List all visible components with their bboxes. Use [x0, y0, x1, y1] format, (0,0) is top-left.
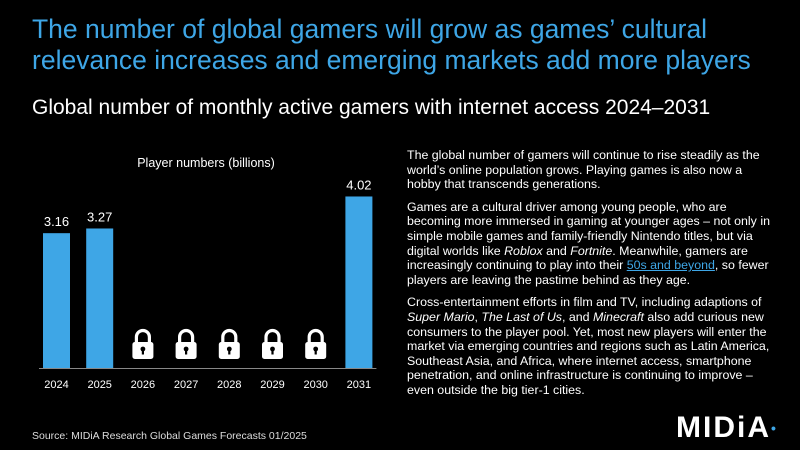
logo-text: MIDiA: [676, 411, 771, 444]
p2-text-d: , so fewer players are leaving the pasti…: [407, 258, 769, 287]
tick-label-2024: 2024: [44, 379, 68, 391]
value-label-2024: 3.16: [44, 214, 69, 229]
tick-label-2031: 2031: [347, 379, 371, 391]
value-label-2025: 3.27: [87, 209, 112, 224]
minecraft-title: Minecraft: [592, 309, 644, 324]
tick-label-2025: 2025: [87, 379, 111, 391]
the-last-of-us-title: The Last of Us: [481, 309, 562, 324]
bars-group: 3.16 2024 3.27 2025 2026 2027 2028 2029 2030 4.02…: [39, 177, 377, 391]
roblox-title: Roblox: [504, 243, 543, 258]
padlock-icon-2026: [132, 328, 154, 359]
p2-text-a: Games are a cultural driver among young …: [407, 199, 770, 258]
tick-label-2027: 2027: [174, 379, 198, 391]
paragraph-2: Games are a cultural driver among young …: [407, 200, 779, 288]
padlock-icon-2028: [218, 328, 240, 359]
bar-2024: [43, 233, 70, 368]
body-text: The global number of gamers will continu…: [407, 148, 779, 406]
headline: The number of global gamers will grow as…: [32, 14, 751, 75]
p3-text-d: also add curious new consumers to the pl…: [407, 309, 770, 397]
tick-label-2029: 2029: [260, 379, 284, 391]
paragraph-3: Cross-entertainment efforts in film and …: [407, 295, 779, 397]
p3-text-a: Cross-entertainment efforts in film and …: [407, 295, 762, 310]
source-note: Source: MIDiA Research Global Games Fore…: [32, 430, 307, 442]
midia-logo: MIDiA•: [676, 412, 778, 444]
paragraph-1: The global number of gamers will continu…: [407, 148, 760, 192]
bar-2031: [345, 196, 373, 368]
tick-label-2030: 2030: [303, 379, 327, 391]
bar-2025: [86, 228, 114, 368]
chart-title: Player numbers (billions): [137, 156, 275, 170]
padlock-icon-2029: [262, 328, 283, 359]
chart-subtitle: Global number of monthly active gamers w…: [32, 96, 711, 119]
value-label-2031: 4.02: [346, 177, 371, 192]
tick-label-2028: 2028: [217, 379, 241, 391]
super-mario-title: Super Mario: [407, 309, 475, 324]
50s-and-beyond-link[interactable]: 50s and beyond: [626, 258, 715, 273]
logo-dot-icon: •: [771, 420, 778, 436]
padlock-icon-2030: [305, 328, 327, 359]
tick-label-2026: 2026: [131, 379, 155, 391]
bar-chart: Player numbers (billions) 3.16 2024 3.27 20…: [39, 156, 377, 391]
padlock-icon-2027: [175, 328, 197, 359]
p3-text-c: , and: [561, 309, 593, 324]
fortnite-title: Fortnite: [570, 243, 613, 258]
p3-text-b: ,: [474, 309, 482, 324]
p2-text-b: and: [542, 243, 571, 258]
p2-text-c: . Meanwhile, gamers are increasingly con…: [407, 243, 748, 273]
